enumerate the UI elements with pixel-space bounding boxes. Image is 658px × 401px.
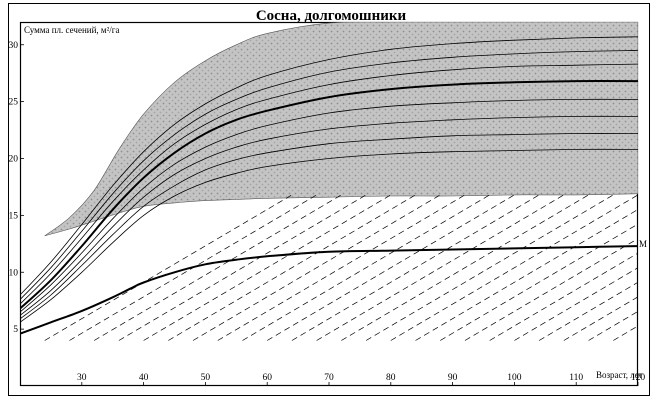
y-tick-label-10: 10 [9,268,19,278]
x-tick-label-30: 30 [77,373,87,383]
x-tick-label-40: 40 [139,373,149,383]
dashed-lines-layer [44,194,638,341]
x-tick-label-60: 60 [262,373,272,383]
dashed-line-4 [118,194,367,341]
y-axis-label: Сумма пл. сечений, м²/га [24,25,119,35]
dashed-line-17 [440,223,638,341]
series-line-5 [20,98,638,313]
dashed-line-3 [93,194,342,341]
dashed-line-24 [613,325,638,341]
x-axis-label: Возраст, лет [596,370,643,380]
y-tick-label-30: 30 [9,41,19,51]
x-tick-label-70: 70 [324,373,334,383]
dashed-line-25 [637,340,638,341]
dashed-line-13 [341,194,589,341]
dashed-line-19 [489,252,638,341]
dashed-line-15 [390,194,638,341]
dashed-line-20 [514,267,638,341]
chart-title: Сосна, долгомошники [256,8,407,24]
x-tick-label-90: 90 [448,373,458,383]
series-layer [20,36,638,335]
ticks-layer: 30 40 50 60 70 80 90 100 110 120 5 10 15 20 25 30 [9,41,646,386]
series-line-9 [20,245,638,335]
dashed-line-10 [267,194,515,341]
series-line-2 [20,50,638,300]
y-tick-label-15: 15 [9,211,19,221]
series-line-7 [20,133,638,320]
series-end-label-m: M [639,239,647,249]
dashed-line-18 [464,238,638,341]
x-tick-label-120: 120 [631,373,646,383]
dashed-line-12 [316,194,565,341]
x-tick-label-80: 80 [386,373,396,383]
dashed-line-7 [192,194,441,341]
dashed-line-8 [217,194,466,341]
shaded-band [44,22,638,237]
dashed-line-14 [365,194,614,341]
series-line-4 [20,80,638,310]
dashed-line-22 [563,296,638,341]
x-tick-label-50: 50 [201,373,211,383]
dashed-line-11 [291,194,540,341]
x-tick-label-100: 100 [507,373,522,383]
y-tick-label-20: 20 [9,155,19,165]
shaded-band-layer [44,22,638,237]
series-line-3 [20,63,638,305]
dashed-line-21 [538,281,638,341]
dashed-line-23 [588,310,638,341]
dashed-line-5 [143,194,391,341]
outer-frame [8,3,650,396]
series-line-6 [20,115,638,316]
y-tick-label-25: 25 [9,98,19,108]
series-line-1 [20,36,638,296]
series-line-8 [20,148,638,323]
y-tick-label-5: 5 [13,325,18,335]
dashed-line-9 [242,194,490,341]
dashed-line-1 [44,194,293,341]
dashed-line-6 [168,194,416,341]
x-tick-label-110: 110 [569,373,583,383]
dashed-line-16 [415,209,638,341]
